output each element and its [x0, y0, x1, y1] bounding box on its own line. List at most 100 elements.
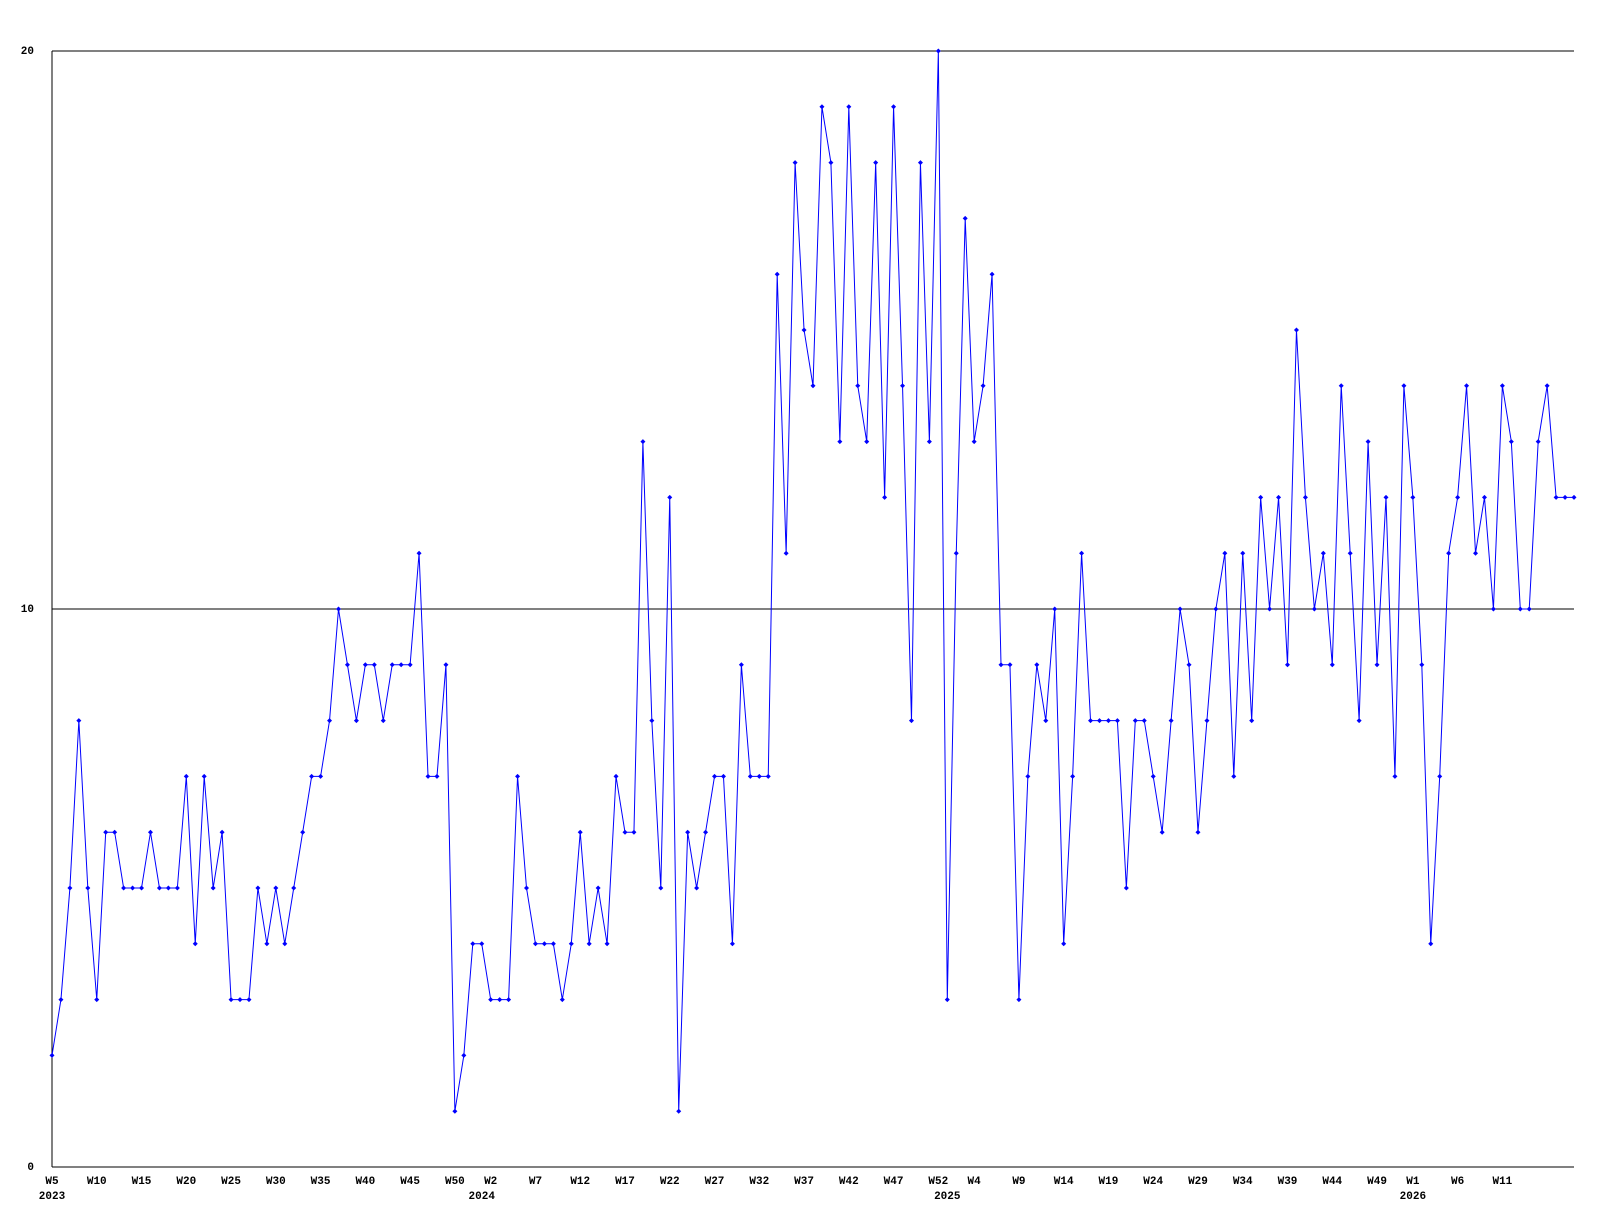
point: [1213, 606, 1219, 612]
point: [1526, 606, 1532, 612]
point: [228, 997, 234, 1003]
point: [264, 941, 270, 947]
point: [667, 494, 673, 500]
point: [139, 885, 145, 891]
point: [712, 773, 718, 779]
point: [1544, 383, 1550, 389]
point: [855, 383, 861, 389]
point: [1285, 662, 1291, 668]
year-label: 2023: [39, 1191, 66, 1200]
point: [497, 997, 503, 1003]
point: [944, 997, 950, 1003]
point: [58, 997, 64, 1003]
point: [1419, 662, 1425, 668]
point: [1311, 606, 1317, 612]
point: [694, 885, 700, 891]
point: [255, 885, 261, 891]
x-tick-label: W19: [1099, 1176, 1119, 1188]
point: [783, 550, 789, 556]
x-tick-label: W12: [570, 1176, 590, 1188]
point: [237, 997, 243, 1003]
point: [756, 773, 762, 779]
point: [291, 885, 297, 891]
x-tick-label: W22: [660, 1176, 680, 1188]
y-tick-label: 20: [21, 46, 34, 58]
x-tick-label: W32: [749, 1176, 769, 1188]
point: [1401, 383, 1407, 389]
point: [335, 606, 341, 612]
point: [586, 941, 592, 947]
year-label: 2026: [1400, 1191, 1426, 1200]
point: [344, 662, 350, 668]
point: [917, 160, 923, 166]
point: [416, 550, 422, 556]
point: [774, 271, 780, 277]
point: [353, 718, 359, 724]
point: [1410, 494, 1416, 500]
x-tick-label: W7: [529, 1176, 542, 1188]
point: [891, 104, 897, 110]
x-tick-label: W6: [1451, 1176, 1464, 1188]
point: [1159, 829, 1165, 835]
point: [1195, 829, 1201, 835]
point: [94, 997, 100, 1003]
point: [908, 718, 914, 724]
x-tick-label: W30: [266, 1176, 286, 1188]
point: [309, 773, 315, 779]
x-tick-label: W29: [1188, 1176, 1208, 1188]
point: [873, 160, 879, 166]
point: [318, 773, 324, 779]
point: [1052, 606, 1058, 612]
point: [1249, 718, 1255, 724]
point: [327, 718, 333, 724]
point: [1374, 662, 1380, 668]
point: [971, 439, 977, 445]
x-tick-label: W9: [1012, 1176, 1025, 1188]
point: [130, 885, 136, 891]
x-tick-label: W45: [400, 1176, 420, 1188]
point: [729, 941, 735, 947]
point: [1329, 662, 1335, 668]
x-tick-label: W44: [1322, 1176, 1342, 1188]
x-tick-label: W20: [176, 1176, 196, 1188]
point: [1437, 773, 1443, 779]
point: [720, 773, 726, 779]
point: [1070, 773, 1076, 779]
point: [407, 662, 413, 668]
point: [282, 941, 288, 947]
point: [488, 997, 494, 1003]
point: [1079, 550, 1085, 556]
x-tick-label: W14: [1054, 1176, 1074, 1188]
series-line: [51, 50, 1574, 1112]
point: [613, 773, 619, 779]
point: [882, 494, 888, 500]
point: [192, 941, 198, 947]
point: [183, 773, 189, 779]
point: [703, 829, 709, 835]
point: [156, 885, 162, 891]
point: [1338, 383, 1344, 389]
point: [541, 941, 547, 947]
point: [174, 885, 180, 891]
x-tick-label: W35: [311, 1176, 331, 1188]
point: [506, 997, 512, 1003]
x-tick-label: W47: [884, 1176, 904, 1188]
x-tick-label: W15: [132, 1176, 152, 1188]
point: [900, 383, 906, 389]
point: [658, 885, 664, 891]
point: [828, 160, 834, 166]
point: [559, 997, 565, 1003]
point: [273, 885, 279, 891]
year-label: 2025: [934, 1191, 961, 1200]
point: [1025, 773, 1031, 779]
point: [362, 662, 368, 668]
point: [1365, 439, 1371, 445]
point: [998, 662, 1004, 668]
y-tick-label: 0: [27, 1162, 34, 1174]
y-tick-label: 10: [21, 604, 34, 616]
x-tick-label: W24: [1143, 1176, 1163, 1188]
point: [1096, 718, 1102, 724]
point: [1428, 941, 1434, 947]
point: [67, 885, 73, 891]
